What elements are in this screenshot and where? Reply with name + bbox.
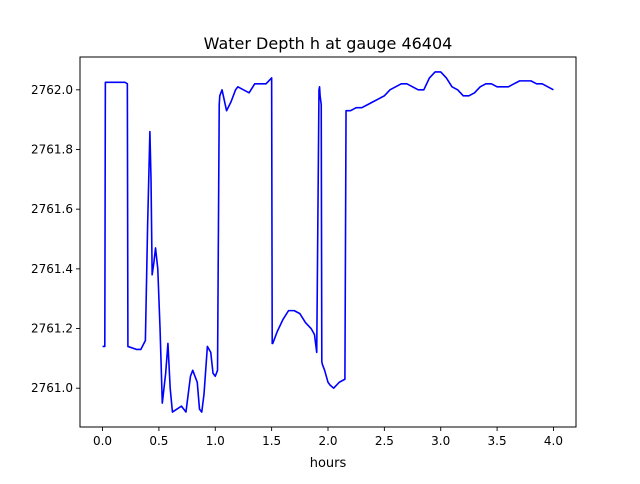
- x-tick-label: 2.5: [375, 434, 394, 448]
- x-tick-label: 0.5: [149, 434, 168, 448]
- x-tick-label: 4.0: [544, 434, 563, 448]
- axes-frame: [79, 56, 577, 428]
- plot-area: [102, 71, 554, 413]
- x-tick-label: 1.5: [262, 434, 281, 448]
- x-tick-label: 2.0: [318, 434, 337, 448]
- series-line-0: [102, 71, 554, 413]
- y-tick-label: 2761.8: [31, 143, 73, 157]
- y-tick-label: 2761.4: [31, 262, 73, 276]
- y-tick-label: 2761.0: [31, 381, 73, 395]
- x-axis-label: hours: [310, 456, 347, 471]
- y-tick-label: 2761.2: [31, 322, 73, 336]
- x-tick-label: 3.5: [488, 434, 507, 448]
- y-tick-label: 2761.6: [31, 202, 73, 216]
- y-tick-label: 2762.0: [31, 83, 73, 97]
- x-axis-ticks: 0.0 0.5 1.0 1.5 2.0 2.5 3.0 3.5 4.0: [93, 427, 563, 448]
- x-tick-label: 0.0: [93, 434, 112, 448]
- y-axis-ticks: 2761.0 2761.2 2761.4 2761.6 2761.8 2762.0: [31, 83, 80, 395]
- x-tick-label: 1.0: [206, 434, 225, 448]
- x-tick-label: 3.0: [431, 434, 450, 448]
- chart-title: Water Depth h at gauge 46404: [204, 34, 453, 53]
